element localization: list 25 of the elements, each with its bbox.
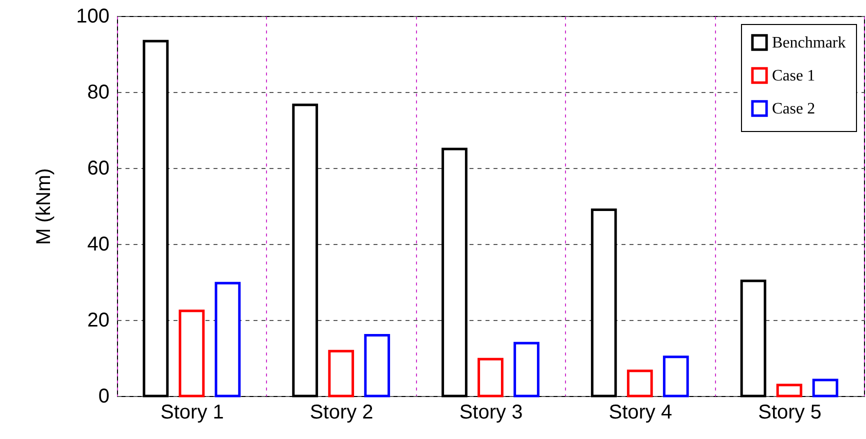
bar <box>178 310 205 398</box>
y-tick-label: 60 <box>87 158 110 180</box>
y-tick-label: 20 <box>87 310 110 332</box>
bar <box>662 356 689 398</box>
x-tick-label: Story 2 <box>310 402 374 424</box>
bar <box>626 370 653 398</box>
legend-label: Case 2 <box>772 100 816 118</box>
y-tick-label: 80 <box>87 82 110 104</box>
bar <box>328 350 354 398</box>
y-tick-label: 0 <box>98 386 110 408</box>
bar <box>214 282 241 398</box>
y-tick-label: 100 <box>76 6 110 28</box>
legend-label: Case 1 <box>772 68 816 84</box>
legend-label: Benchmark <box>772 34 846 52</box>
x-tick-label: Story 5 <box>758 402 822 424</box>
x-tick-label: Story 4 <box>608 402 672 424</box>
bar <box>776 384 802 398</box>
x-tick-label: Story 3 <box>459 402 523 424</box>
x-tick-label: Story 1 <box>160 402 224 424</box>
bar <box>514 342 540 398</box>
bar <box>478 358 504 398</box>
bar <box>812 378 838 398</box>
y-axis-title: M (kNm) <box>33 168 56 245</box>
y-tick-label: 40 <box>87 234 110 256</box>
bar <box>364 334 390 398</box>
